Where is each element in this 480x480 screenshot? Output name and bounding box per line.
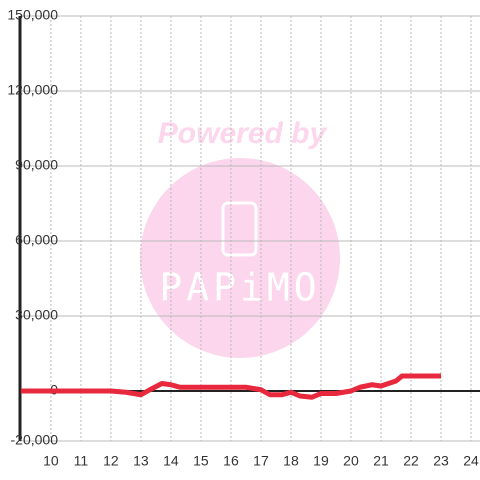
x-tick-label: 16: [223, 453, 239, 469]
y-tick-label: -20,000: [11, 432, 59, 448]
watermark-circle: [140, 158, 340, 358]
x-tick-label: 11: [74, 453, 89, 469]
y-tick-label: 30,000: [15, 307, 58, 323]
data-line: [20, 373, 441, 400]
x-tick-label: 18: [283, 453, 299, 469]
x-tick-label: 23: [433, 453, 449, 469]
y-tick-label: 120,000: [7, 82, 58, 98]
x-tick-label: 15: [193, 453, 209, 469]
x-tick-label: 20: [343, 453, 359, 469]
x-tick-label: 13: [133, 453, 149, 469]
x-tick-label: 22: [403, 453, 419, 469]
x-tick-label: 21: [373, 453, 389, 469]
x-tick-label: 24: [463, 453, 479, 469]
y-tick-label: 150,000: [7, 7, 58, 23]
watermark-title: Powered by: [158, 117, 328, 150]
y-tick-label: 90,000: [15, 157, 58, 173]
y-tick-label: 60,000: [15, 232, 58, 248]
x-tick-label: 19: [313, 453, 329, 469]
x-tick-label: 10: [43, 453, 59, 469]
x-tick-label: 14: [163, 453, 179, 469]
x-tick-label: 12: [103, 453, 119, 469]
x-tick-label: 17: [253, 453, 269, 469]
watermark-brand: PAPiMO: [159, 266, 320, 310]
watermark-icon: [221, 201, 258, 257]
